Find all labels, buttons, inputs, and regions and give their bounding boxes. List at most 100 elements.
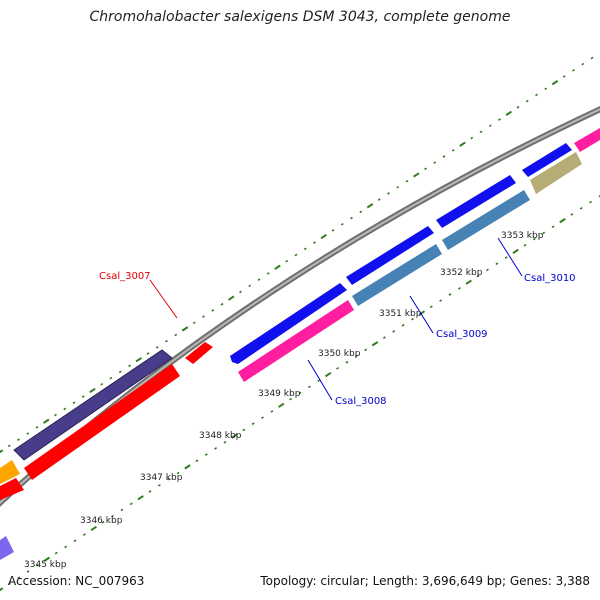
minor-tick — [35, 426, 39, 429]
minor-tick — [525, 99, 529, 103]
minor-tick — [439, 299, 443, 302]
minor-tick — [176, 471, 180, 475]
minor-tick — [192, 321, 196, 325]
major-tick — [228, 295, 235, 301]
major-tick — [181, 326, 189, 332]
minor-tick — [81, 395, 85, 398]
minor-tick — [165, 339, 168, 343]
gene-feature[interactable] — [352, 244, 442, 306]
minor-tick — [239, 290, 242, 294]
minor-tick — [317, 379, 321, 382]
minor-tick — [270, 410, 274, 413]
major-tick — [418, 310, 426, 316]
gene-feature[interactable] — [530, 152, 582, 194]
minor-tick — [167, 477, 171, 481]
gene-feature[interactable] — [13, 349, 173, 461]
kbp-label: 3349 kbp — [258, 389, 301, 399]
minor-tick — [495, 262, 499, 266]
gene-label-csal-3007[interactable]: Csal_3007 — [99, 271, 151, 282]
kbp-label: 3346 kbp — [80, 516, 123, 526]
minor-tick — [486, 268, 489, 272]
major-tick — [231, 433, 238, 439]
minor-tick — [17, 438, 20, 442]
gene-labels: Csal_3007 Csal_3008 Csal_3009 Csal_3010 — [99, 271, 576, 407]
minor-tick — [476, 274, 480, 278]
minor-tick — [377, 198, 381, 201]
minor-tick — [523, 243, 527, 247]
kbp-label: 3347 kbp — [140, 473, 183, 483]
minor-tick — [120, 508, 124, 512]
minor-tick — [128, 364, 131, 368]
minor-tick — [195, 459, 199, 463]
inner-tick-row — [0, 195, 600, 592]
major-tick — [512, 248, 519, 255]
minor-tick — [451, 149, 455, 152]
minor-tick — [118, 370, 122, 374]
minor-tick — [129, 502, 133, 506]
minor-tick — [223, 440, 227, 444]
minor-tick — [307, 385, 311, 389]
minor-tick — [590, 56, 594, 60]
minor-tick — [63, 407, 67, 411]
major-tick — [184, 464, 191, 470]
minor-tick — [204, 453, 208, 456]
minor-tick — [202, 315, 205, 318]
minor-tick — [146, 352, 150, 355]
minor-tick — [26, 570, 30, 573]
minor-tick — [7, 444, 11, 448]
minor-tick — [364, 348, 368, 352]
minor-tick — [155, 346, 159, 349]
gene-feature[interactable] — [346, 226, 434, 285]
major-tick — [0, 587, 4, 592]
gene-feature[interactable] — [0, 536, 14, 560]
minor-tick — [429, 305, 433, 309]
gene-feature[interactable] — [442, 190, 530, 250]
major-tick — [505, 110, 512, 117]
major-tick — [320, 233, 327, 240]
gene-feature[interactable] — [574, 128, 600, 152]
minor-tick — [387, 192, 390, 195]
minor-tick — [285, 259, 289, 263]
minor-tick — [544, 87, 548, 91]
major-tick — [0, 449, 4, 454]
gene-feature[interactable] — [185, 342, 213, 364]
minor-tick — [457, 287, 461, 290]
gene-feature[interactable] — [230, 283, 347, 364]
accession-text: Accession: NC_007963 — [8, 574, 145, 588]
minor-tick — [257, 278, 261, 281]
minor-tick — [382, 336, 386, 339]
minor-tick — [220, 302, 224, 306]
major-tick — [278, 402, 285, 408]
gene-feature[interactable] — [522, 143, 572, 177]
minor-tick — [340, 222, 344, 226]
gene-feature[interactable] — [24, 364, 180, 480]
outer-tick-row — [0, 56, 594, 454]
minor-tick — [504, 256, 508, 259]
minor-tick — [64, 545, 68, 549]
gene-label-csal-3009[interactable]: Csal_3009 — [436, 329, 488, 340]
gene-feature[interactable] — [436, 175, 516, 228]
minor-tick — [424, 167, 427, 171]
minor-tick — [570, 213, 574, 216]
gene-label-csal-3008[interactable]: Csal_3008 — [335, 396, 387, 407]
gene-label-leaders — [149, 237, 523, 401]
gene-feature[interactable] — [238, 300, 354, 382]
minor-tick — [298, 391, 302, 395]
minor-tick — [26, 432, 30, 435]
minor-tick — [101, 520, 105, 524]
minor-tick — [17, 576, 21, 579]
minor-tick — [448, 293, 452, 296]
gene-feature[interactable] — [0, 460, 20, 484]
gene-lane-lower — [0, 152, 582, 560]
minor-tick — [442, 155, 446, 158]
minor-tick — [7, 582, 11, 586]
minor-tick — [331, 229, 335, 232]
minor-tick — [289, 397, 293, 401]
gene-label-csal-3010[interactable]: Csal_3010 — [524, 273, 576, 284]
minor-tick — [516, 105, 520, 109]
kbp-label: 3345 kbp — [24, 560, 67, 570]
gene-feature[interactable] — [0, 478, 24, 500]
minor-tick — [479, 130, 483, 134]
minor-tick — [396, 185, 400, 189]
